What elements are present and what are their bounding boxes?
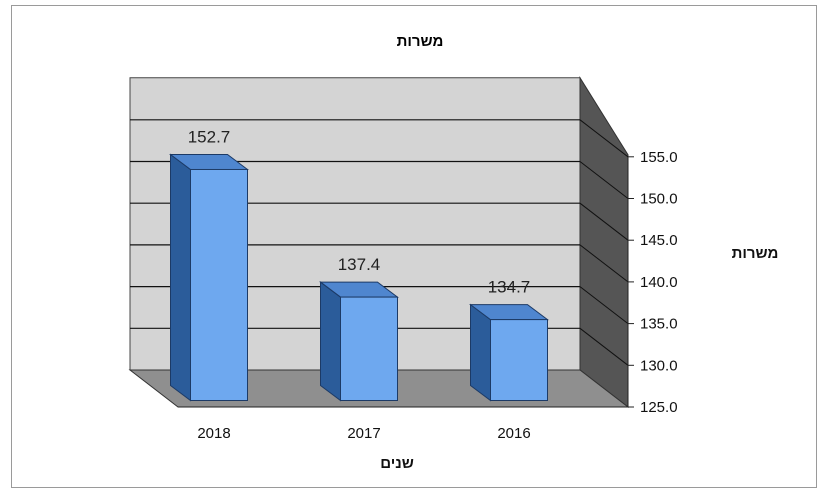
bar-side	[470, 303, 491, 402]
gridline-side	[579, 202, 629, 241]
side-wall	[579, 76, 629, 409]
bar-front	[490, 319, 548, 401]
chart-title: משרות	[397, 33, 444, 50]
gridline-side	[579, 119, 629, 158]
y-tick-label: 145.0	[640, 232, 678, 249]
gridline-side	[579, 161, 629, 199]
bar-2017	[319, 281, 399, 402]
data-label: 134.7	[488, 278, 531, 297]
bar-side	[320, 281, 341, 402]
y-tick-label: 140.0	[640, 274, 678, 291]
y-axis-label: משרות	[732, 245, 779, 262]
bar-front	[190, 168, 248, 401]
data-label: 152.7	[188, 127, 231, 146]
bar-front	[340, 296, 398, 402]
y-tick-label: 130.0	[640, 357, 678, 374]
bar-2016	[469, 303, 549, 402]
y-tick-label: 135.0	[640, 316, 678, 333]
y-tick-label: 155.0	[640, 149, 678, 166]
x-tick-label: 2018	[197, 425, 230, 442]
bar-side	[170, 153, 191, 402]
gridline-side	[579, 286, 629, 324]
x-axis-label: שנים	[380, 455, 414, 472]
x-tick-label: 2017	[347, 425, 380, 442]
gridline-side	[579, 327, 629, 366]
y-tick-label: 125.0	[640, 399, 678, 416]
gridline-side	[579, 244, 629, 283]
x-tick-label: 2016	[497, 425, 530, 442]
y-tick-label: 150.0	[640, 191, 678, 208]
data-label: 137.4	[338, 255, 381, 274]
bar-2018	[169, 153, 249, 402]
